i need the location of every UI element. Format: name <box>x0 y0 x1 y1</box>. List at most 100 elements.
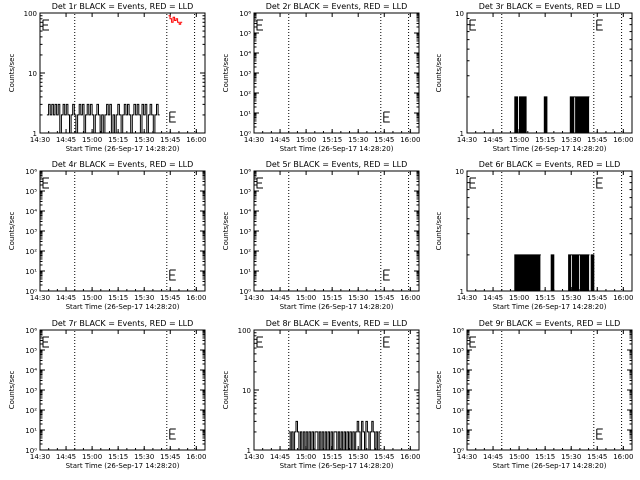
event-marker <box>383 111 390 123</box>
y-tick-label: 10⁶ <box>239 10 251 18</box>
plot-frame <box>253 12 420 134</box>
y-tick-label: 10⁴ <box>239 50 251 58</box>
x-tick-label: 14:30 <box>244 294 264 302</box>
panel-title: Det 8r BLACK = Events, RED = LLD <box>266 319 408 328</box>
y-tick-label: 10¹ <box>239 268 251 276</box>
y-tick-label: 10³ <box>25 228 37 236</box>
y-axis-label: Counts/sec <box>435 212 443 251</box>
x-tick-label: 15:15 <box>322 136 342 144</box>
x-tick-label: 15:00 <box>509 453 529 461</box>
x-tick-label: 15:00 <box>509 136 529 144</box>
panel-title: Det 1r BLACK = Events, RED = LLD <box>52 2 194 11</box>
x-tick-label: 14:30 <box>457 294 477 302</box>
x-axis-label: Start Time (26-Sep-17 14:28:20) <box>493 303 607 311</box>
x-tick-label: 14:45 <box>270 294 290 302</box>
y-tick-label: 10 <box>28 70 37 78</box>
event-marker <box>596 428 603 440</box>
x-tick-label: 16:00 <box>400 136 420 144</box>
y-tick-label: 10⁴ <box>25 208 37 216</box>
x-tick-label: 15:30 <box>561 136 581 144</box>
y-axis-label: Counts/sec <box>8 212 16 251</box>
x-tick-label: 14:45 <box>483 294 503 302</box>
y-tick-label: 1 <box>247 447 251 455</box>
y-tick-label: 10¹ <box>25 268 37 276</box>
event-marker <box>383 336 390 348</box>
plot-frame <box>466 170 633 292</box>
y-tick-label: 10⁵ <box>25 188 37 196</box>
y-tick-label: 10⁰ <box>25 447 37 455</box>
event-marker <box>383 269 390 281</box>
y-tick-label: 10⁴ <box>452 367 464 375</box>
x-tick-label: 14:30 <box>244 453 264 461</box>
x-tick-label: 15:45 <box>587 453 607 461</box>
y-tick-label: 10⁰ <box>239 288 251 296</box>
event-marker <box>469 336 476 348</box>
x-tick-label: 15:30 <box>561 294 581 302</box>
x-tick-label: 16:00 <box>186 453 206 461</box>
x-tick-label: 14:45 <box>483 453 503 461</box>
y-tick-label: 10¹ <box>25 427 37 435</box>
series-events-line <box>569 96 590 134</box>
y-tick-label: 10⁴ <box>239 208 251 216</box>
y-tick-label: 10³ <box>452 387 464 395</box>
panel-title: Det 6r BLACK = Events, RED = LLD <box>479 160 621 169</box>
x-tick-label: 14:30 <box>244 136 264 144</box>
event-marker <box>469 19 476 31</box>
panel-det-3: Det 3r BLACK = Events, RED = LLD 14:30 14:… <box>435 2 633 153</box>
x-tick-label: 15:00 <box>296 294 316 302</box>
y-axis-label: Counts/sec <box>8 371 16 410</box>
event-marker <box>169 269 176 281</box>
x-tick-label: 14:45 <box>56 136 76 144</box>
plot-frame <box>466 329 633 451</box>
plot-frame <box>253 170 420 292</box>
x-tick-label: 15:30 <box>134 453 154 461</box>
y-tick-label: 10⁵ <box>25 347 37 355</box>
x-tick-label: 16:00 <box>613 294 633 302</box>
x-tick-label: 16:00 <box>186 136 206 144</box>
x-tick-label: 15:15 <box>108 453 128 461</box>
event-marker <box>256 19 263 31</box>
x-tick-label: 15:45 <box>587 136 607 144</box>
panel-det-6: Det 6r BLACK = Events, RED = LLD 14:30 14:… <box>435 160 633 311</box>
x-tick-label: 15:45 <box>374 294 394 302</box>
x-tick-label: 15:15 <box>535 136 555 144</box>
panel-det-2: Det 2r BLACK = Events, RED = LLD 14:30 14:… <box>222 2 420 153</box>
y-tick-label: 1 <box>460 288 464 296</box>
x-tick-label: 15:45 <box>160 136 180 144</box>
y-tick-label: 10¹ <box>452 427 464 435</box>
x-tick-label: 15:30 <box>348 136 368 144</box>
x-tick-label: 15:15 <box>322 453 342 461</box>
event-marker <box>42 336 49 348</box>
y-tick-label: 10³ <box>239 70 251 78</box>
y-tick-label: 10 <box>455 10 464 18</box>
x-tick-label: 15:00 <box>296 453 316 461</box>
panel-title: Det 2r BLACK = Events, RED = LLD <box>266 2 408 11</box>
event-marker <box>169 111 176 123</box>
panel-det-7: Det 7r BLACK = Events, RED = LLD 14:30 14:… <box>8 319 206 470</box>
x-tick-label: 15:30 <box>134 136 154 144</box>
y-axis-label: Counts/sec <box>222 212 230 251</box>
x-tick-label: 14:30 <box>30 294 50 302</box>
panel-det-5: Det 5r BLACK = Events, RED = LLD 14:30 14:… <box>222 160 420 311</box>
series-events-line <box>288 420 381 451</box>
y-tick-label: 10⁰ <box>452 447 464 455</box>
series-lld-line <box>168 15 183 25</box>
event-marker <box>42 19 49 31</box>
y-axis-label: Counts/sec <box>222 371 230 410</box>
y-tick-label: 10⁶ <box>452 327 464 335</box>
x-axis-label: Start Time (26-Sep-17 14:28:20) <box>280 145 394 153</box>
y-tick-label: 10³ <box>25 387 37 395</box>
x-tick-label: 16:00 <box>613 136 633 144</box>
y-tick-label: 10⁴ <box>25 367 37 375</box>
x-tick-label: 15:30 <box>561 453 581 461</box>
x-tick-label: 14:30 <box>30 136 50 144</box>
x-tick-label: 16:00 <box>186 294 206 302</box>
x-tick-label: 14:45 <box>56 453 76 461</box>
y-tick-label: 10² <box>25 248 37 256</box>
x-tick-label: 15:45 <box>374 136 394 144</box>
x-axis-label: Start Time (26-Sep-17 14:28:20) <box>493 145 607 153</box>
series-events-line <box>590 254 595 292</box>
plot-frame <box>466 12 633 134</box>
y-tick-label: 10² <box>25 407 37 415</box>
y-tick-label: 10² <box>239 90 251 98</box>
